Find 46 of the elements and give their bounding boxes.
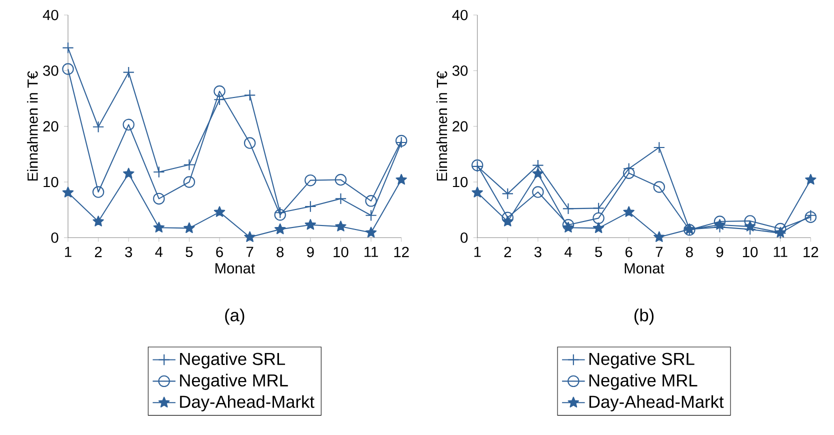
x-axis-title: Monat [624,263,664,274]
x-tick-label: 5 [186,246,193,258]
x-axis-title: Monat [216,263,255,274]
x-tick-label: 6 [216,246,223,258]
y-axis-title: Einnahmen in T€ [27,71,38,181]
x-tick-label: 3 [125,246,132,258]
y-axis-title: Einnahmen in T€ [436,71,448,181]
x-tick-label: 4 [564,246,572,257]
x-tick-label: 1 [474,246,481,257]
text: (b) [634,308,654,325]
x-tick-label: 5 [595,246,602,258]
y-tick-label: 10 [452,176,468,188]
text: (a) [225,308,244,325]
x-tick-label: 8 [686,246,693,258]
legend-label: Negative MRL [180,374,288,390]
x-tick-label: 7 [246,246,254,257]
legend-label: Day-Ahead-Markt [180,395,314,412]
y-tick-label: 10 [44,176,58,188]
x-tick-label: 4 [155,246,163,257]
x-tick-label: 2 [94,246,102,258]
x-tick-label: 9 [716,246,724,258]
x-tick-label: 10 [334,246,348,258]
x-tick-label: 2 [504,246,511,258]
y-tick-label: 20 [452,121,468,132]
x-tick-label: 8 [276,246,284,258]
y-tick-label: 30 [452,65,468,76]
x-tick-label: 1 [65,246,72,257]
y-tick-label: 40 [42,10,58,20]
legend-label: Day-Ahead-Markt [589,395,724,412]
x-tick-label: 7 [656,246,663,257]
legend-label: Negative MRL [589,374,698,390]
x-tick-label: 10 [743,246,758,258]
x-tick-label: 11 [364,246,378,257]
x-tick-label: 12 [804,246,818,258]
y-tick-label: 0 [51,232,58,243]
y-tick-label: 40 [452,10,468,20]
x-tick-label: 3 [534,246,542,258]
x-tick-label: 11 [774,246,788,257]
legend-label: Negative SRL [180,352,286,369]
x-tick-label: 6 [626,246,632,258]
y-tick-label: 30 [43,65,58,76]
legend-label: Negative SRL [589,352,694,369]
y-tick-label: 0 [460,232,468,243]
y-tick-label: 20 [43,121,58,132]
x-tick-label: 9 [307,246,314,258]
x-tick-label: 12 [394,246,409,258]
